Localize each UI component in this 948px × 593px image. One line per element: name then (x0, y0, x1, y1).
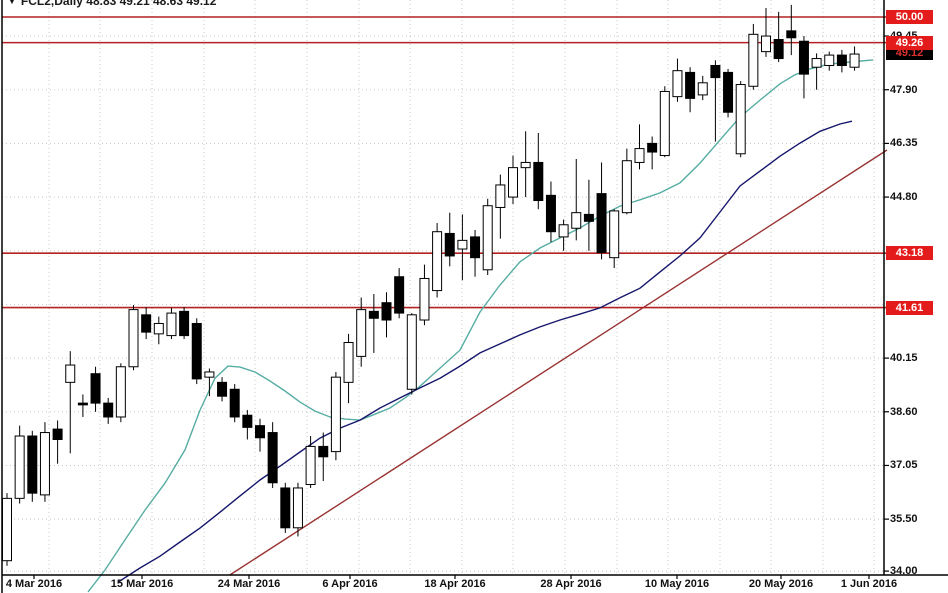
ma-fast-teal (87, 59, 874, 593)
date-axis-label: 6 Apr 2016 (322, 578, 378, 590)
candle-bearish[interactable] (583, 213, 594, 222)
candle-bullish[interactable] (419, 277, 430, 321)
candle-bullish[interactable] (457, 239, 468, 250)
candle-bearish[interactable] (280, 487, 291, 529)
candle-bullish[interactable] (609, 210, 620, 259)
price-axis-label: 34.00 (890, 565, 918, 578)
candle-bearish[interactable] (90, 373, 101, 404)
level-price-box: 43.18 (886, 246, 933, 261)
date-axis-label: 4 Mar 2016 (5, 578, 63, 590)
candle-bearish[interactable] (318, 445, 329, 458)
candle-bullish[interactable] (65, 364, 76, 383)
price-axis-label: 35.50 (890, 513, 918, 526)
candle-bearish[interactable] (191, 322, 202, 380)
candle-bullish[interactable] (432, 231, 443, 292)
ma-slow-navy (117, 120, 853, 583)
candle-bullish[interactable] (482, 205, 493, 271)
candle-bearish[interactable] (444, 232, 455, 257)
candle-bearish[interactable] (255, 425, 265, 439)
date-axis-label: 1 Jun 2016 (840, 578, 898, 590)
chart-title-bar: ▼ FCL2,Daily 48.83 49.21 48.63 49.12 (8, 0, 216, 9)
chart-title: FCL2,Daily 48.83 49.21 48.63 49.12 (20, 0, 217, 8)
candle-bullish[interactable] (343, 342, 354, 383)
candle-bearish[interactable] (647, 142, 658, 153)
candle-bullish[interactable] (811, 58, 822, 68)
price-axis-label: 37.05 (890, 459, 918, 472)
candle-bearish[interactable] (217, 381, 228, 397)
candle-bullish[interactable] (748, 33, 759, 87)
candle-bearish[interactable] (141, 314, 152, 333)
candle-bearish[interactable] (267, 432, 278, 484)
candle-bullish[interactable] (571, 212, 582, 229)
candle-bullish[interactable] (305, 445, 316, 486)
candle-bullish[interactable] (520, 161, 531, 169)
price-axis-label: 46.35 (890, 137, 918, 150)
price-axis-label: 47.90 (890, 83, 918, 96)
price-axis-label: 38.60 (890, 405, 918, 418)
candle-bearish[interactable] (103, 402, 114, 418)
candle-bullish[interactable] (558, 224, 569, 238)
date-axis-label: 10 May 2016 (644, 578, 710, 590)
candle-bullish[interactable] (697, 82, 708, 96)
candle-bearish[interactable] (52, 428, 63, 440)
candle-bearish[interactable] (381, 302, 392, 321)
candle-bullish[interactable] (356, 309, 367, 357)
candle-bullish[interactable] (2, 497, 12, 562)
date-axis-label: 15 Mar 2016 (110, 578, 174, 590)
candle-bullish[interactable] (508, 167, 518, 198)
candle-bullish[interactable] (672, 70, 683, 98)
candle-bullish[interactable] (761, 35, 771, 53)
candle-bearish[interactable] (533, 161, 544, 202)
price-axis-label: 44.80 (890, 191, 918, 204)
candle-bearish[interactable] (798, 40, 809, 75)
candle-bullish[interactable] (330, 376, 341, 453)
symbol-marker-icon: ▼ (8, 0, 16, 6)
candle-bearish[interactable] (596, 193, 607, 253)
candle-bullish[interactable] (849, 53, 860, 68)
candle-bullish[interactable] (824, 54, 835, 66)
candle-bearish[interactable] (77, 402, 88, 406)
candle-bullish[interactable] (115, 366, 126, 418)
candle-bullish[interactable] (634, 148, 645, 163)
candle-bearish[interactable] (470, 236, 481, 259)
price-axis-label: 40.15 (890, 352, 918, 365)
candle-bearish[interactable] (368, 310, 379, 319)
candle-bearish[interactable] (27, 435, 38, 494)
candle-bearish[interactable] (723, 71, 734, 113)
candle-bullish[interactable] (659, 90, 670, 157)
candle-bearish[interactable] (242, 414, 253, 428)
candle-bullish[interactable] (735, 84, 746, 155)
candle-bullish[interactable] (39, 432, 50, 496)
candle-bullish[interactable] (292, 487, 303, 529)
bid-price-box: 49.12 (886, 46, 933, 61)
candle-bearish[interactable] (394, 276, 405, 314)
candle-bearish[interactable] (773, 39, 784, 60)
candle-bearish[interactable] (836, 54, 847, 66)
candle-bullish[interactable] (621, 160, 632, 214)
level-price-box: 41.61 (886, 300, 933, 315)
candle-bullish[interactable] (204, 371, 215, 378)
level-price-box: 49.26 (886, 35, 933, 50)
date-axis-label: 18 Apr 2016 (424, 578, 486, 590)
date-axis-label: 28 Apr 2016 (540, 578, 602, 590)
trendline[interactable] (229, 149, 888, 576)
date-axis-label: 24 Mar 2016 (217, 578, 281, 590)
candle-bearish[interactable] (229, 388, 240, 418)
candle-bearish[interactable] (710, 64, 721, 79)
candle-bearish[interactable] (179, 310, 190, 337)
candle-bearish[interactable] (545, 194, 556, 233)
candle-bullish[interactable] (128, 309, 139, 368)
candle-bullish[interactable] (166, 312, 177, 337)
candle-bullish[interactable] (14, 435, 25, 499)
level-price-box: 50.00 (886, 10, 933, 24)
candle-bullish[interactable] (495, 184, 506, 208)
candle-bearish[interactable] (786, 30, 797, 39)
candle-bullish[interactable] (153, 322, 164, 335)
candle-bearish[interactable] (685, 71, 696, 99)
candle-bullish[interactable] (406, 314, 417, 390)
date-axis-label: 20 May 2016 (748, 578, 814, 590)
